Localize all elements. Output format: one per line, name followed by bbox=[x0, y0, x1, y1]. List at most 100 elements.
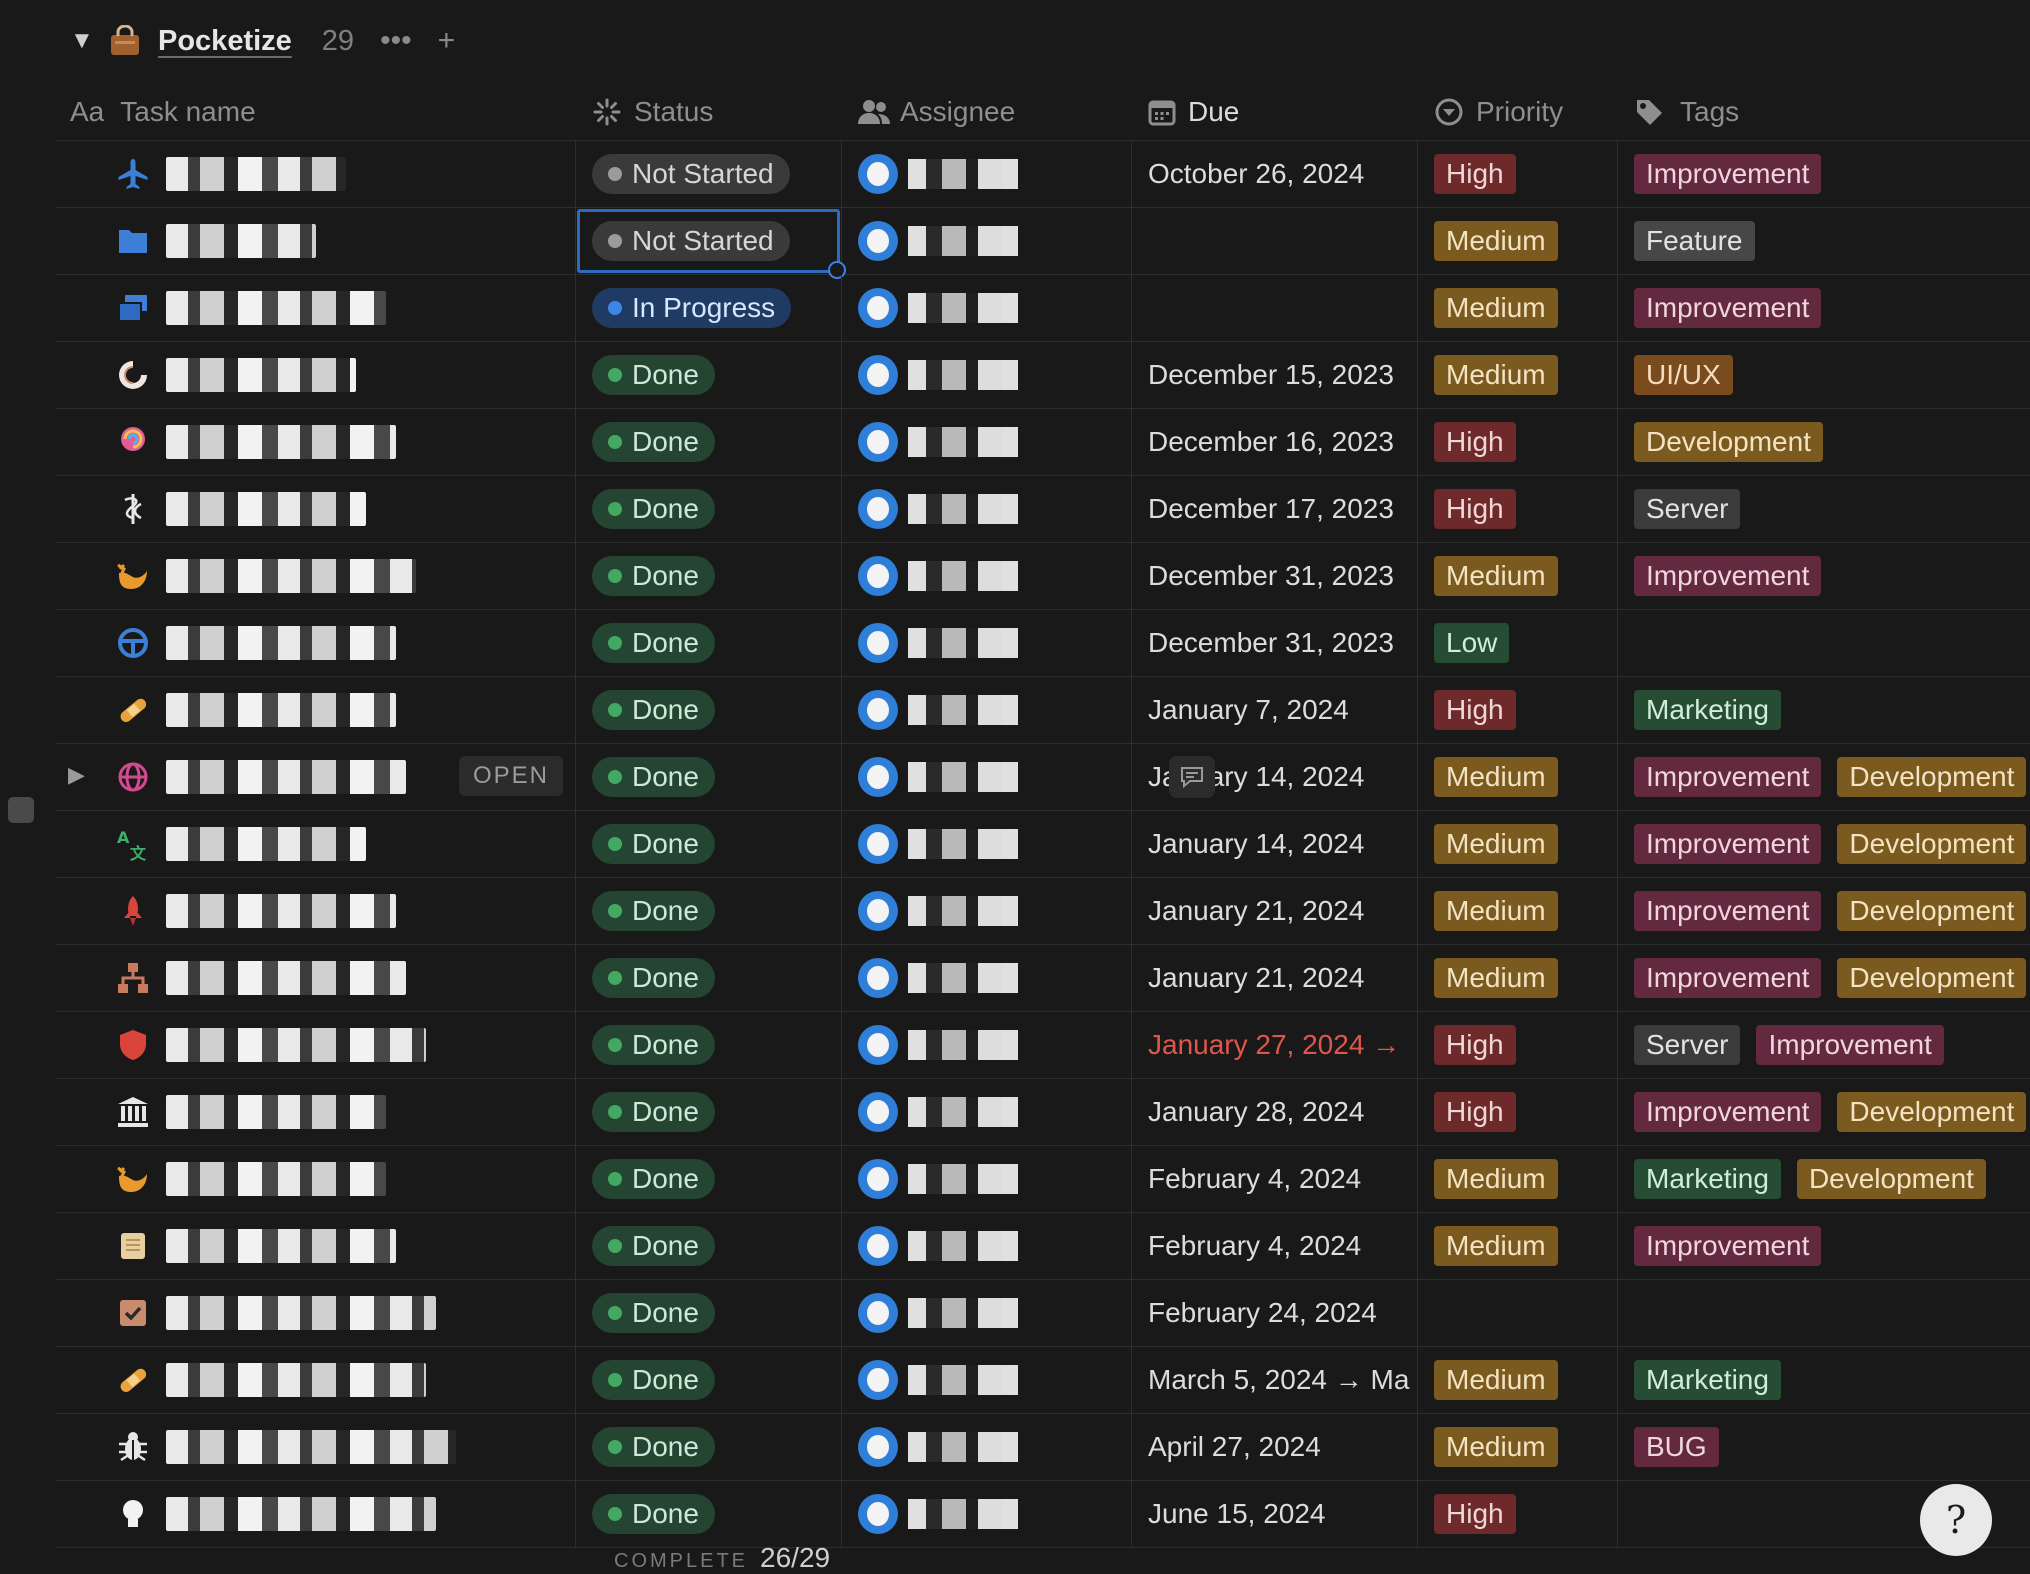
tags-cell[interactable]: Improvement bbox=[1618, 543, 2030, 609]
task-name-cell[interactable] bbox=[56, 1414, 576, 1480]
due-date-cell[interactable]: February 4, 2024 bbox=[1132, 1213, 1418, 1279]
table-row[interactable]: Done April 27, 2024 Medium BUG bbox=[56, 1414, 2030, 1481]
status-cell[interactable]: Done bbox=[576, 945, 842, 1011]
due-date-cell[interactable]: December 16, 2023 bbox=[1132, 409, 1418, 475]
assignee-cell[interactable] bbox=[842, 1213, 1132, 1279]
column-header-task-name[interactable]: Aa Task name bbox=[56, 84, 576, 140]
assignee-cell[interactable] bbox=[842, 1481, 1132, 1547]
status-cell[interactable]: Not Started bbox=[576, 208, 846, 279]
assignee-cell[interactable] bbox=[842, 1280, 1132, 1346]
table-row[interactable]: Done February 4, 2024 Medium Improvement bbox=[56, 1213, 2030, 1280]
tags-cell[interactable]: Improvement bbox=[1618, 141, 2030, 207]
table-row[interactable]: Done December 17, 2023 High Server bbox=[56, 476, 2030, 543]
due-date-cell[interactable] bbox=[1132, 275, 1418, 341]
status-cell[interactable]: Done bbox=[576, 677, 842, 743]
table-row[interactable]: Done January 28, 2024 High Improvement Devel… bbox=[56, 1079, 2030, 1146]
expand-triangle-icon[interactable]: ▶ bbox=[68, 762, 85, 787]
table-row[interactable]: Done February 24, 2024 bbox=[56, 1280, 2030, 1347]
table-row[interactable]: Not Started October 26, 2024 High Improveme… bbox=[56, 141, 2030, 208]
status-cell[interactable]: Done bbox=[576, 342, 842, 408]
due-date-cell[interactable]: April 27, 2024 bbox=[1132, 1414, 1418, 1480]
assignee-cell[interactable] bbox=[842, 1012, 1132, 1078]
tags-cell[interactable]: Improvement Development bbox=[1618, 878, 2030, 944]
due-date-cell[interactable]: January 21, 2024 bbox=[1132, 945, 1418, 1011]
comment-icon[interactable] bbox=[1169, 756, 1215, 798]
priority-cell[interactable]: Medium bbox=[1418, 1414, 1618, 1480]
column-header-priority[interactable]: Priority bbox=[1418, 84, 1618, 140]
tags-cell[interactable]: Improvement Development bbox=[1618, 945, 2030, 1011]
table-row[interactable]: Done January 27, 2024 → High Server Improvem… bbox=[56, 1012, 2030, 1079]
table-row[interactable]: Done February 4, 2024 Medium Marketing Devel… bbox=[56, 1146, 2030, 1213]
tags-cell[interactable]: Improvement Development bbox=[1618, 1079, 2030, 1145]
assignee-cell[interactable] bbox=[842, 1079, 1132, 1145]
collapse-caret-icon[interactable]: ▼ bbox=[70, 27, 94, 54]
table-row[interactable]: Done March 5, 2024 → Ma Medium Marketing bbox=[56, 1347, 2030, 1414]
task-name-cell[interactable] bbox=[56, 878, 576, 944]
due-date-cell[interactable]: February 4, 2024 bbox=[1132, 1146, 1418, 1212]
priority-cell[interactable]: High bbox=[1418, 677, 1618, 743]
table-row[interactable]: A 文 Done January 14, 2024 Medium Improvement D… bbox=[56, 811, 2030, 878]
status-cell[interactable]: Done bbox=[576, 744, 842, 810]
column-header-assignee[interactable]: Assignee bbox=[842, 84, 1132, 140]
table-row[interactable]: Done December 31, 2023 Low bbox=[56, 610, 2030, 677]
table-row[interactable]: Not Started Medium Feature bbox=[56, 208, 2030, 279]
assignee-cell[interactable] bbox=[842, 342, 1132, 408]
table-row[interactable]: Done January 21, 2024 Medium Improvement Dev… bbox=[56, 945, 2030, 1012]
due-date-cell[interactable]: December 15, 2023 bbox=[1132, 342, 1418, 408]
tags-cell[interactable]: Improvement Development bbox=[1618, 811, 2030, 877]
tags-cell[interactable]: Server bbox=[1618, 476, 2030, 542]
priority-cell[interactable]: High bbox=[1418, 409, 1618, 475]
due-date-cell[interactable] bbox=[1132, 208, 1418, 274]
column-header-due[interactable]: Due bbox=[1132, 84, 1418, 140]
priority-cell[interactable]: Medium bbox=[1418, 342, 1618, 408]
tags-cell[interactable]: Marketing bbox=[1618, 1347, 2030, 1413]
status-cell[interactable]: Done bbox=[576, 811, 842, 877]
priority-cell[interactable]: Medium bbox=[1418, 1213, 1618, 1279]
column-header-status[interactable]: Status bbox=[576, 84, 842, 140]
table-row[interactable]: Done January 7, 2024 High Marketing bbox=[56, 677, 2030, 744]
priority-cell[interactable]: Medium bbox=[1418, 811, 1618, 877]
due-date-cell[interactable]: January 21, 2024 bbox=[1132, 878, 1418, 944]
assignee-cell[interactable] bbox=[842, 811, 1132, 877]
status-cell[interactable]: Done bbox=[576, 878, 842, 944]
status-cell[interactable]: Done bbox=[576, 1213, 842, 1279]
priority-cell[interactable]: Medium bbox=[1418, 1347, 1618, 1413]
priority-cell[interactable]: Low bbox=[1418, 610, 1618, 676]
priority-cell[interactable] bbox=[1418, 1280, 1618, 1346]
priority-cell[interactable]: High bbox=[1418, 476, 1618, 542]
priority-cell[interactable]: Medium bbox=[1418, 744, 1618, 810]
task-name-cell[interactable] bbox=[56, 945, 576, 1011]
status-cell[interactable]: Done bbox=[576, 476, 842, 542]
assignee-cell[interactable] bbox=[842, 744, 1215, 810]
table-row[interactable]: Done January 21, 2024 Medium Improvement Dev… bbox=[56, 878, 2030, 945]
help-button[interactable]: ? bbox=[1920, 1484, 1992, 1556]
task-name-cell[interactable] bbox=[56, 141, 576, 207]
column-header-tags[interactable]: Tags bbox=[1618, 84, 2030, 140]
assignee-cell[interactable] bbox=[842, 1146, 1132, 1212]
assignee-cell[interactable] bbox=[842, 945, 1132, 1011]
assignee-cell[interactable] bbox=[842, 543, 1132, 609]
priority-cell[interactable]: High bbox=[1418, 1012, 1618, 1078]
priority-cell[interactable]: High bbox=[1418, 1481, 1618, 1547]
tags-cell[interactable]: UI/UX bbox=[1618, 342, 2030, 408]
task-name-cell[interactable] bbox=[56, 208, 576, 274]
status-cell[interactable]: Done bbox=[576, 409, 842, 475]
priority-cell[interactable]: Medium bbox=[1418, 275, 1618, 341]
open-row-button[interactable]: OPEN bbox=[458, 756, 563, 796]
tags-cell[interactable]: Improvement bbox=[1618, 275, 2030, 341]
priority-cell[interactable]: Medium bbox=[1418, 945, 1618, 1011]
due-date-cell[interactable]: February 24, 2024 bbox=[1132, 1280, 1418, 1346]
task-name-cell[interactable] bbox=[56, 476, 576, 542]
assignee-cell[interactable] bbox=[842, 1414, 1132, 1480]
due-date-cell[interactable]: October 26, 2024 bbox=[1132, 141, 1418, 207]
due-date-cell[interactable]: December 31, 2023 bbox=[1132, 543, 1418, 609]
priority-cell[interactable]: High bbox=[1418, 1079, 1618, 1145]
task-name-cell[interactable] bbox=[56, 1146, 576, 1212]
table-row[interactable]: ▶ OPEN Done January 14, 2024 Medium Improveme… bbox=[8, 744, 2030, 823]
status-cell[interactable]: Done bbox=[576, 610, 842, 676]
task-name-cell[interactable] bbox=[56, 1213, 576, 1279]
assignee-cell[interactable] bbox=[842, 1347, 1132, 1413]
due-date-cell[interactable]: December 17, 2023 bbox=[1132, 476, 1418, 542]
task-name-cell[interactable] bbox=[56, 1012, 576, 1078]
due-date-cell[interactable]: December 31, 2023 bbox=[1132, 610, 1418, 676]
